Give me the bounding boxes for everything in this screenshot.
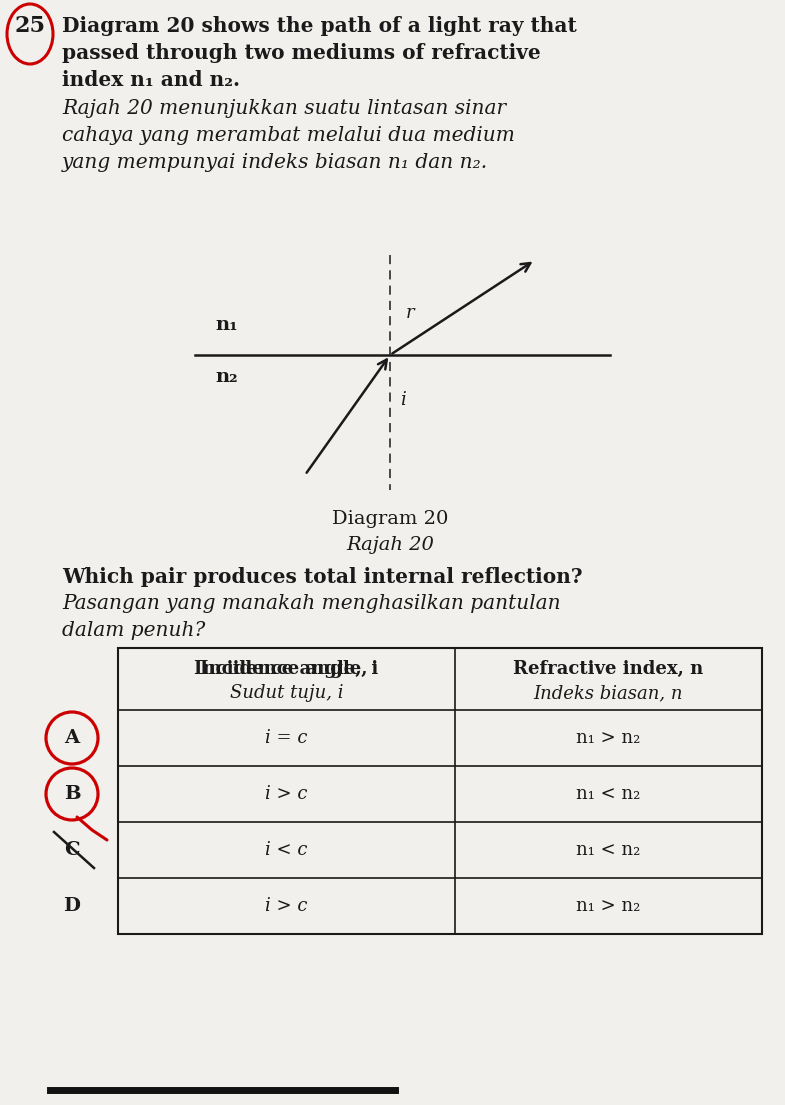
Text: passed through two mediums of refractive: passed through two mediums of refractive: [62, 43, 541, 63]
Text: r: r: [406, 304, 414, 322]
Text: B: B: [64, 785, 80, 803]
Text: Incidence angle,  i: Incidence angle, i: [195, 660, 378, 678]
Text: Diagram 20: Diagram 20: [332, 511, 448, 528]
Text: Indeks biasan, n: Indeks biasan, n: [534, 684, 683, 702]
Text: Which pair produces total internal reflection?: Which pair produces total internal refle…: [62, 567, 582, 587]
Text: Sudut tuju, i: Sudut tuju, i: [230, 684, 343, 702]
Text: n₁: n₁: [215, 316, 238, 334]
Text: D: D: [64, 897, 81, 915]
Text: n₁ > n₂: n₁ > n₂: [576, 897, 641, 915]
Text: i > c: i > c: [265, 897, 308, 915]
Text: i < c: i < c: [265, 841, 308, 859]
Text: Pasangan yang manakah menghasilkan pantulan: Pasangan yang manakah menghasilkan pantu…: [62, 594, 560, 613]
Text: C: C: [64, 841, 80, 859]
Text: i: i: [400, 391, 406, 409]
Text: 25: 25: [14, 15, 46, 36]
Text: n₁ < n₂: n₁ < n₂: [576, 841, 641, 859]
Text: n₁ < n₂: n₁ < n₂: [576, 785, 641, 803]
Text: Rajah 20: Rajah 20: [346, 536, 434, 554]
Text: Incidence angle,: Incidence angle,: [199, 660, 374, 678]
Text: yang mempunyai indeks biasan n₁ dan n₂.: yang mempunyai indeks biasan n₁ dan n₂.: [62, 152, 488, 172]
Text: Refractive index, n: Refractive index, n: [513, 660, 703, 678]
Text: dalam penuh?: dalam penuh?: [62, 621, 205, 640]
Text: n₂: n₂: [215, 368, 238, 386]
Text: Rajah 20 menunjukkan suatu lintasan sinar: Rajah 20 menunjukkan suatu lintasan sina…: [62, 99, 506, 118]
Text: A: A: [64, 729, 79, 747]
Text: Diagram 20 shows the path of a light ray that: Diagram 20 shows the path of a light ray…: [62, 15, 577, 36]
Text: i > c: i > c: [265, 785, 308, 803]
Text: cahaya yang merambat melalui dua medium: cahaya yang merambat melalui dua medium: [62, 126, 515, 145]
Text: n₁ > n₂: n₁ > n₂: [576, 729, 641, 747]
Text: index n₁ and n₂.: index n₁ and n₂.: [62, 70, 240, 90]
Text: i = c: i = c: [265, 729, 308, 747]
Bar: [118, 648, 762, 934]
